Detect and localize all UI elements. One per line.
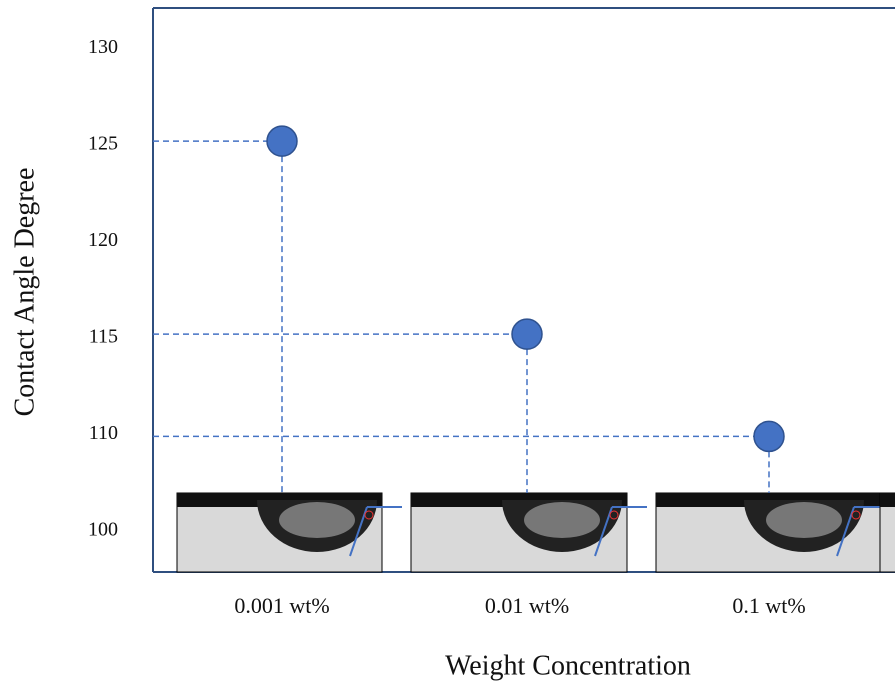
angle-marker xyxy=(851,510,861,520)
droplet-highlight xyxy=(279,502,355,538)
angle-marker xyxy=(609,510,619,520)
tangent xyxy=(836,506,855,557)
y-axis-title: Contact Angle Degree xyxy=(9,168,40,417)
x-tick-label: 0.1 wt% xyxy=(732,593,805,618)
angle-marker xyxy=(364,510,374,520)
y-tick-label: 115 xyxy=(89,326,118,348)
tangent xyxy=(349,506,368,557)
x-axis-title: Weight Concentration xyxy=(445,650,691,681)
droplet-images xyxy=(176,492,895,573)
point xyxy=(753,420,785,453)
droplet-highlight xyxy=(766,502,842,538)
x-tick-label: 0.01 wt% xyxy=(485,593,569,618)
y-tick-label: 130 xyxy=(88,36,118,58)
y-tick-label: 120 xyxy=(88,229,118,251)
y-tick-label: 100 xyxy=(88,519,118,541)
y-tick-label: 110 xyxy=(89,422,118,444)
x-tick-label: 0.001 wt% xyxy=(234,593,329,618)
inset-surface xyxy=(880,493,895,507)
point xyxy=(266,125,298,157)
droplet-highlight xyxy=(524,502,600,538)
y-tick-label: 125 xyxy=(88,133,118,155)
point xyxy=(511,318,543,350)
tangent xyxy=(594,506,613,557)
